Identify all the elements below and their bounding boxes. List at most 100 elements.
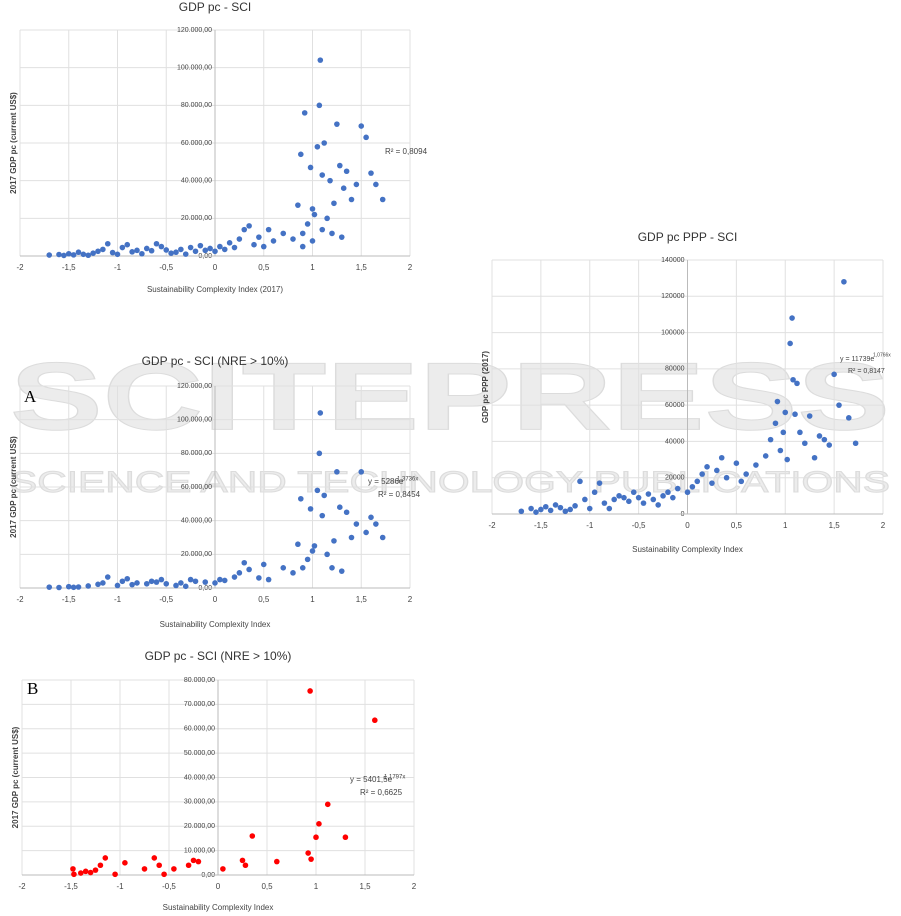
point [104,240,111,247]
point [260,561,267,568]
x-tick-label: 2 [408,263,413,272]
point [304,221,311,227]
panel-label: B [27,679,38,698]
point [217,576,223,583]
point [122,860,128,866]
point [141,866,148,872]
panel-label: A [24,387,37,406]
point [195,858,202,865]
x-tick-label: 2 [408,595,413,604]
point [109,249,116,256]
point [709,480,715,486]
x-tick-label: 2 [412,882,417,891]
x-tick-label: -0,5 [632,521,646,530]
point [358,469,365,475]
x-axis-title: Sustainability Complexity Index [160,620,271,629]
y-tick-label: 40000 [665,438,685,445]
point [100,580,106,586]
point [704,464,710,470]
point [242,862,249,869]
chart-title: GDP pc PPP - SCI [638,230,738,244]
x-tick-label: 0,5 [261,882,273,891]
point [239,857,246,864]
point [353,181,360,188]
point [217,243,223,250]
point [334,469,340,475]
point [156,862,162,869]
x-tick-label: -2 [18,882,26,891]
y-tick-label: 100000 [661,329,684,336]
point [182,251,189,257]
y-tick-label: 20.000,00 [184,823,215,830]
point [265,226,272,233]
point [246,566,252,573]
point [538,506,544,513]
x-axis-title: Sustainability Complexity Index [632,545,743,554]
x-tick-label: 1 [314,882,319,891]
point [635,494,642,501]
point [187,576,194,583]
y-axis-title: 2017 GDP pc (current US$) [9,436,18,538]
point [85,583,92,589]
point [684,489,691,496]
point [114,251,121,258]
point [533,509,539,515]
point [606,505,613,512]
point [314,487,321,494]
point [611,496,617,503]
point [372,717,378,724]
point [358,123,365,129]
point [305,850,311,856]
point [329,230,335,237]
point [311,543,318,549]
watermark-tagline: SCIENCE AND TECHNOLOGY PUBLICATIONS [10,466,890,499]
point [95,581,101,588]
point [192,248,199,255]
point [119,578,126,585]
point [348,534,355,541]
point [340,185,347,191]
x-tick-label: -1,5 [62,263,76,272]
point [78,870,84,876]
point [368,170,374,176]
point [379,534,386,541]
point [270,238,277,244]
annotation: 1,3736x [397,477,418,483]
point [316,102,323,109]
point [797,429,803,436]
point [298,495,304,502]
point [158,576,165,583]
y-tick-label: 80.000,00 [184,677,215,684]
point [816,433,823,439]
point [699,471,705,477]
point [46,252,53,258]
x-tick-label: -1,5 [534,521,548,530]
point [134,580,140,586]
point [368,514,374,521]
point [743,471,749,477]
point [645,491,652,497]
point [577,478,583,485]
point [586,505,593,512]
point [104,574,111,580]
point [348,196,355,203]
point [307,164,314,171]
point [782,409,789,416]
point [772,420,779,427]
y-tick-label: 80.000,00 [181,450,212,457]
point [338,234,345,240]
y-tick-label: 40.000,00 [184,774,215,781]
point [557,504,564,511]
point [831,371,837,378]
y-tick-label: 140000 [661,257,684,264]
point [236,570,243,576]
point [65,583,72,590]
point [92,867,99,873]
point [784,456,791,463]
point [290,236,296,242]
point [787,340,793,347]
point [190,857,197,864]
point [226,240,233,246]
x-tick-label: 1,5 [829,521,841,530]
point [317,410,324,416]
